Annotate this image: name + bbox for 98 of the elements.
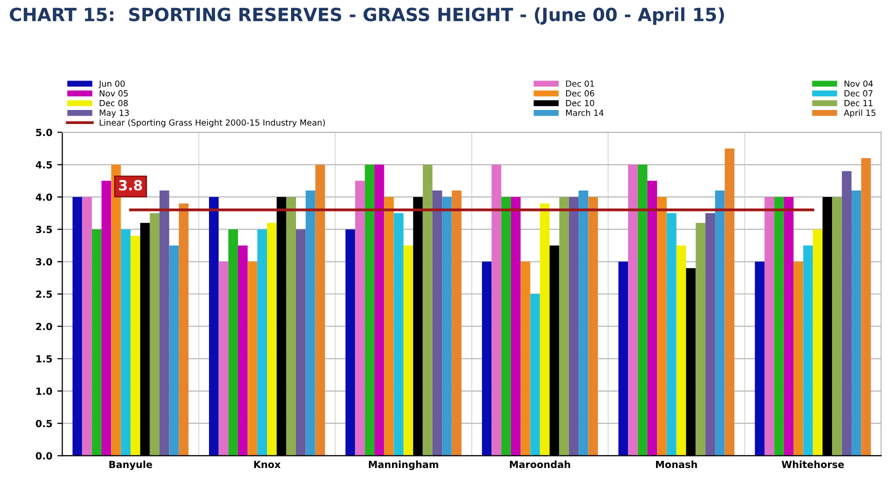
y-tick-label: 4.0	[36, 193, 52, 201]
bar	[355, 180, 365, 456]
bar	[432, 190, 442, 456]
bar	[82, 196, 92, 456]
bar	[842, 171, 852, 456]
bar	[774, 196, 784, 456]
y-tick-label: 2.5	[36, 290, 52, 298]
bar	[578, 190, 588, 456]
bar	[228, 229, 238, 456]
legend-label: Jun 00	[98, 80, 125, 88]
bar	[696, 222, 706, 456]
legend-label: Linear (Sporting Grass Height 2000-15 Industry Mean)	[100, 119, 325, 128]
bar	[520, 262, 530, 456]
x-tick-label: Maroondah	[510, 460, 570, 468]
bar	[510, 196, 521, 456]
bar	[394, 213, 404, 456]
bar	[482, 262, 492, 456]
bar	[724, 148, 734, 456]
y-tick-label: 3.0	[36, 258, 52, 266]
bar	[638, 164, 648, 456]
bar	[403, 245, 414, 456]
bar	[169, 245, 179, 456]
bar	[286, 196, 296, 456]
bar	[178, 203, 189, 456]
bar	[568, 196, 579, 456]
bar	[296, 229, 306, 456]
bar	[666, 213, 676, 456]
bar	[794, 262, 804, 456]
bar	[588, 196, 598, 456]
bar	[559, 196, 569, 456]
x-tick-label: Whitehorse	[782, 460, 844, 468]
bar	[422, 164, 432, 456]
bar	[306, 190, 316, 456]
bar	[315, 164, 325, 456]
bar	[384, 196, 394, 456]
y-tick-label: 5.0	[36, 128, 52, 136]
y-tick-label: 3.5	[36, 226, 52, 234]
bar	[812, 229, 823, 456]
bar	[764, 196, 774, 456]
bar	[784, 196, 794, 456]
bar	[657, 196, 667, 456]
bar	[861, 158, 871, 456]
bar	[120, 229, 131, 456]
legend-label: Nov 05	[100, 90, 128, 96]
legend-label: March 14	[566, 110, 604, 116]
bar	[267, 222, 277, 456]
bar	[248, 262, 258, 456]
y-tick-label: 0.5	[36, 420, 52, 428]
y-tick-label: 1.0	[36, 388, 52, 395]
bar	[374, 164, 384, 456]
x-tick-label: Monash	[656, 460, 697, 468]
bar	[540, 203, 550, 456]
bar	[492, 164, 502, 456]
bar	[832, 196, 842, 456]
y-tick-label: 4.5	[36, 161, 52, 168]
legend-label: April 15	[844, 110, 876, 118]
bar	[676, 245, 686, 456]
legend-label: Dec 01	[566, 80, 594, 87]
bar	[72, 196, 82, 456]
bar	[160, 190, 170, 456]
x-tick-label: Banyule	[109, 460, 152, 470]
bar	[130, 236, 140, 456]
y-tick-label: 1.5	[36, 355, 52, 363]
x-tick-label: Knox	[254, 460, 281, 468]
bar	[442, 196, 452, 456]
bar	[92, 229, 102, 456]
data-label: 3.8	[119, 180, 142, 191]
bar	[150, 213, 160, 456]
bar	[647, 180, 658, 456]
legend-label: Dec 08	[100, 100, 128, 106]
bar	[345, 229, 356, 456]
bar	[452, 190, 462, 456]
y-tick-label: 2.0	[36, 322, 52, 330]
bar	[238, 245, 248, 456]
bar	[803, 245, 813, 456]
legend-label: Dec 07	[844, 90, 872, 96]
y-tick-label: 0.0	[36, 452, 52, 460]
legend-label: Dec 10	[566, 100, 594, 106]
bar	[111, 164, 121, 456]
x-tick-label: Manningham	[368, 460, 438, 470]
bar	[715, 190, 725, 456]
bar	[257, 229, 267, 456]
bar	[754, 262, 765, 456]
bar	[102, 180, 112, 456]
legend-label: Dec 06	[566, 90, 594, 96]
legend-label: Dec 11	[844, 100, 872, 106]
bar	[530, 294, 540, 456]
bar	[618, 262, 628, 456]
bar	[852, 190, 862, 456]
bar	[218, 262, 228, 456]
bar	[628, 164, 638, 456]
bar	[209, 196, 219, 456]
bar	[705, 213, 716, 456]
bar	[501, 196, 511, 456]
legend-label: Nov 04	[844, 80, 873, 87]
legend-label: May 13	[100, 110, 129, 118]
bar	[364, 164, 374, 456]
chart-title: CHART 15: SPORTING RESERVES - GRASS HEIGHT - (June 00 - April 15)	[10, 7, 724, 25]
